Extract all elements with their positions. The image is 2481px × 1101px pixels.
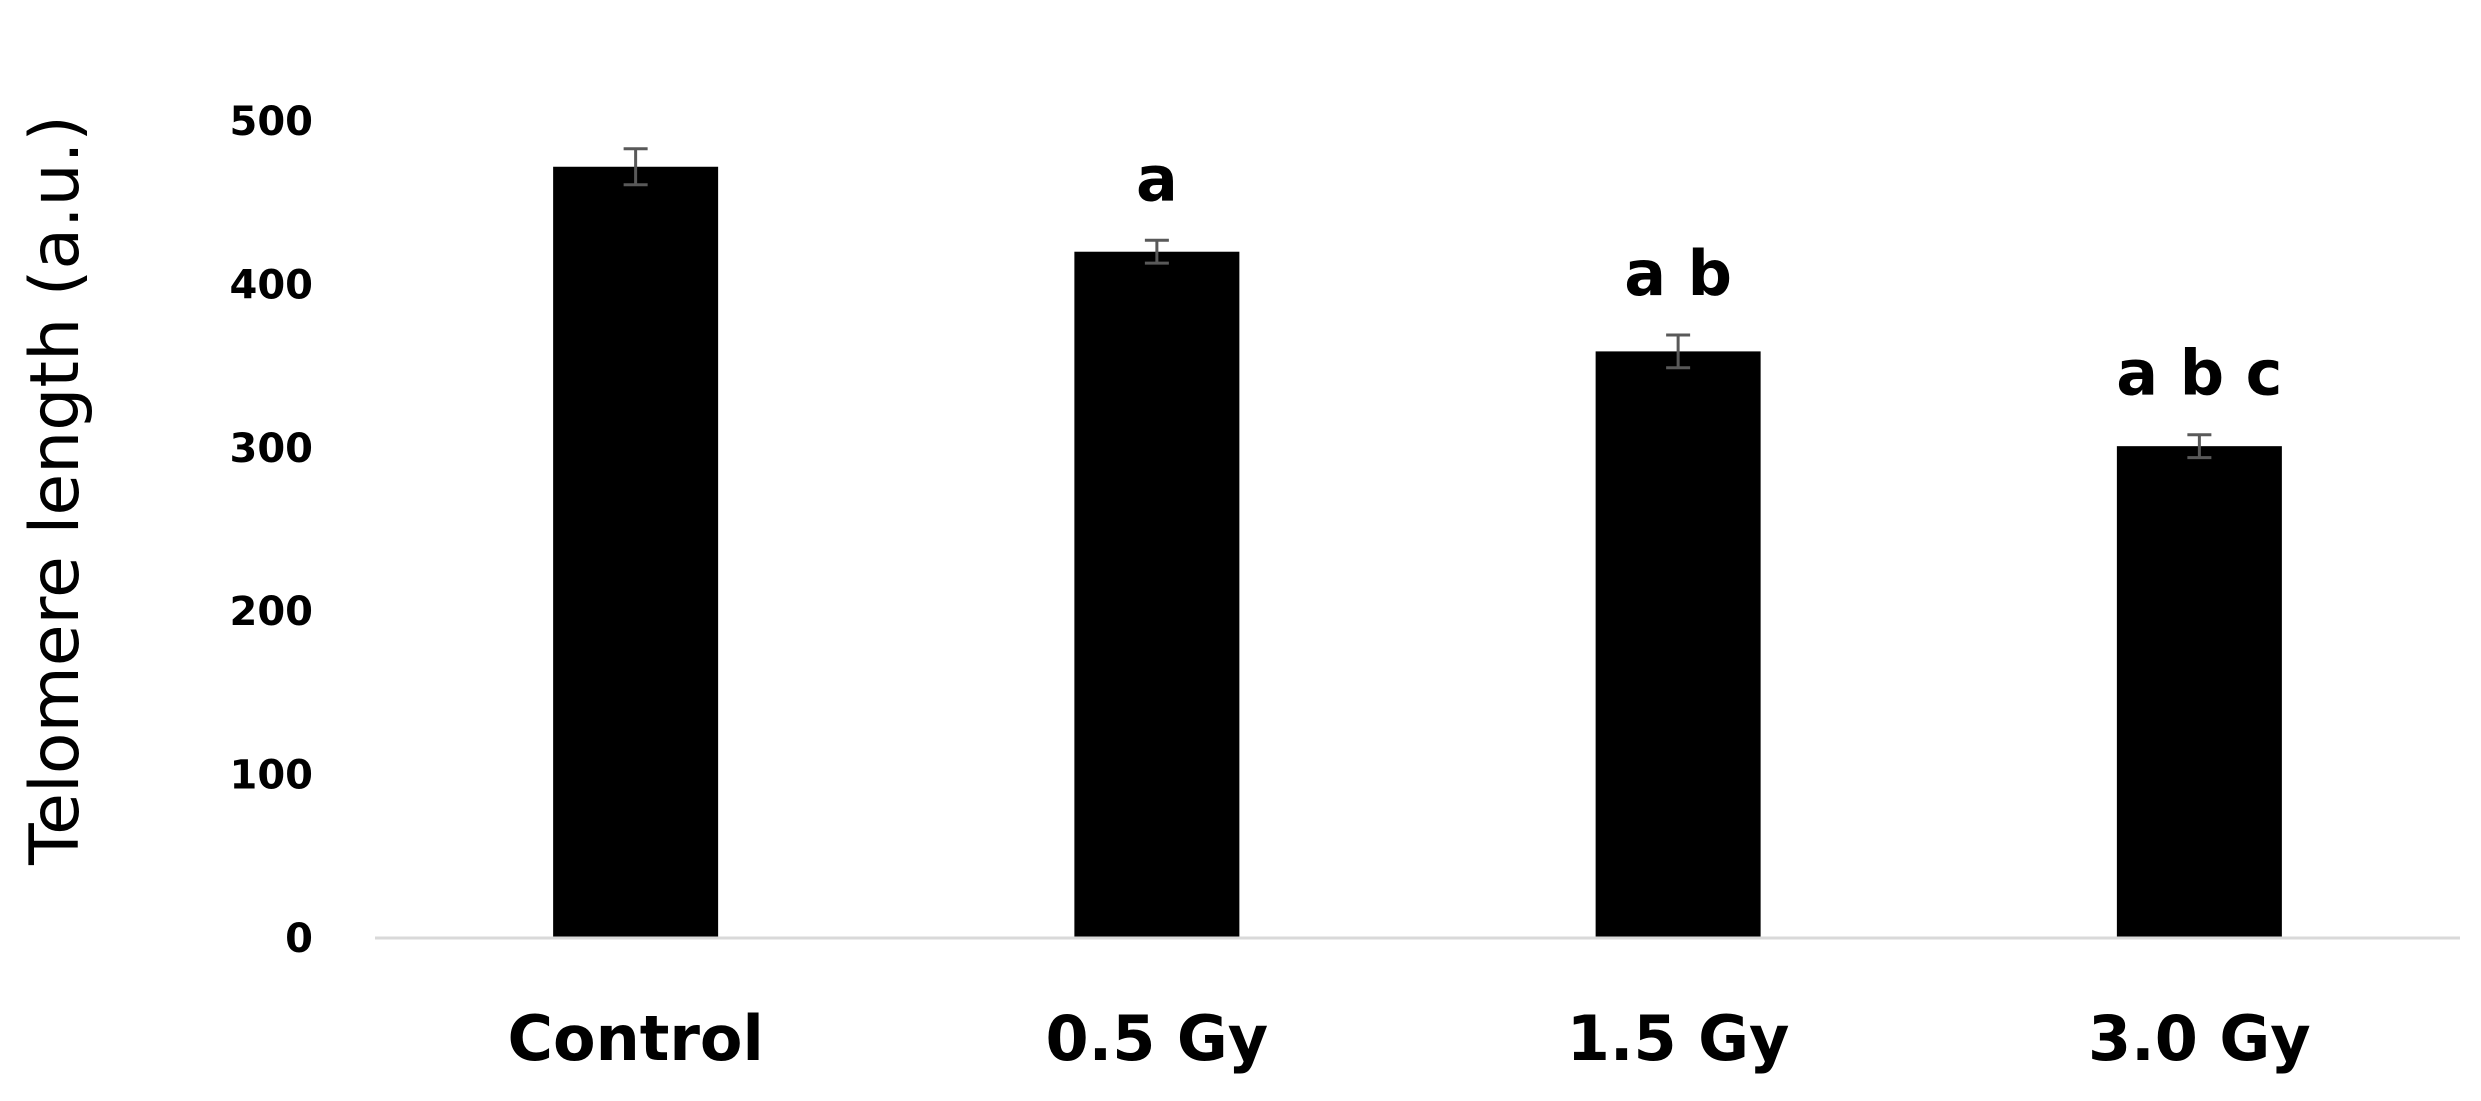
error-bar: [623, 147, 648, 187]
error-bar: [1144, 238, 1169, 265]
bar: [1074, 251, 1240, 939]
y-tick-label: 0: [285, 916, 313, 962]
x-category-label: 1.5 Gy: [1567, 1002, 1790, 1075]
bar: [2116, 446, 2282, 938]
error-bar: [1666, 333, 1691, 370]
error-bars: [623, 147, 2212, 460]
y-tick-label: 200: [230, 589, 314, 635]
y-tick-label: 400: [230, 262, 314, 308]
significance-label: a: [1136, 142, 1178, 215]
x-category-label: 0.5 Gy: [1046, 1002, 1269, 1075]
y-axis-title: Telomere length (a.u.): [16, 115, 95, 866]
y-axis-ticks: 0 100 200 300 400 500: [230, 99, 314, 962]
x-category-label: Control: [507, 1002, 763, 1075]
x-category-label: 3.0 Gy: [2088, 1002, 2311, 1075]
significance-label: a b: [1624, 237, 1732, 310]
bars: [553, 166, 2282, 939]
significance-label: a b c: [2116, 337, 2282, 410]
y-tick-label: 500: [230, 99, 314, 145]
bar: [553, 166, 719, 938]
bar: [1595, 351, 1761, 938]
error-bar: [2187, 433, 2212, 460]
significance-annotations: a a b a b c: [1136, 142, 2282, 409]
y-tick-label: 100: [230, 753, 314, 799]
x-axis-labels: Control 0.5 Gy 1.5 Gy 3.0 Gy: [507, 1002, 2310, 1075]
y-tick-label: 300: [230, 426, 314, 472]
